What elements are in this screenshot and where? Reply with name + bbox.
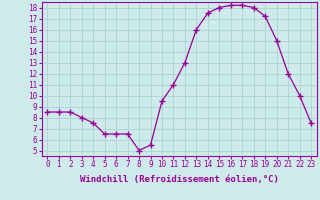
X-axis label: Windchill (Refroidissement éolien,°C): Windchill (Refroidissement éolien,°C) [80, 175, 279, 184]
